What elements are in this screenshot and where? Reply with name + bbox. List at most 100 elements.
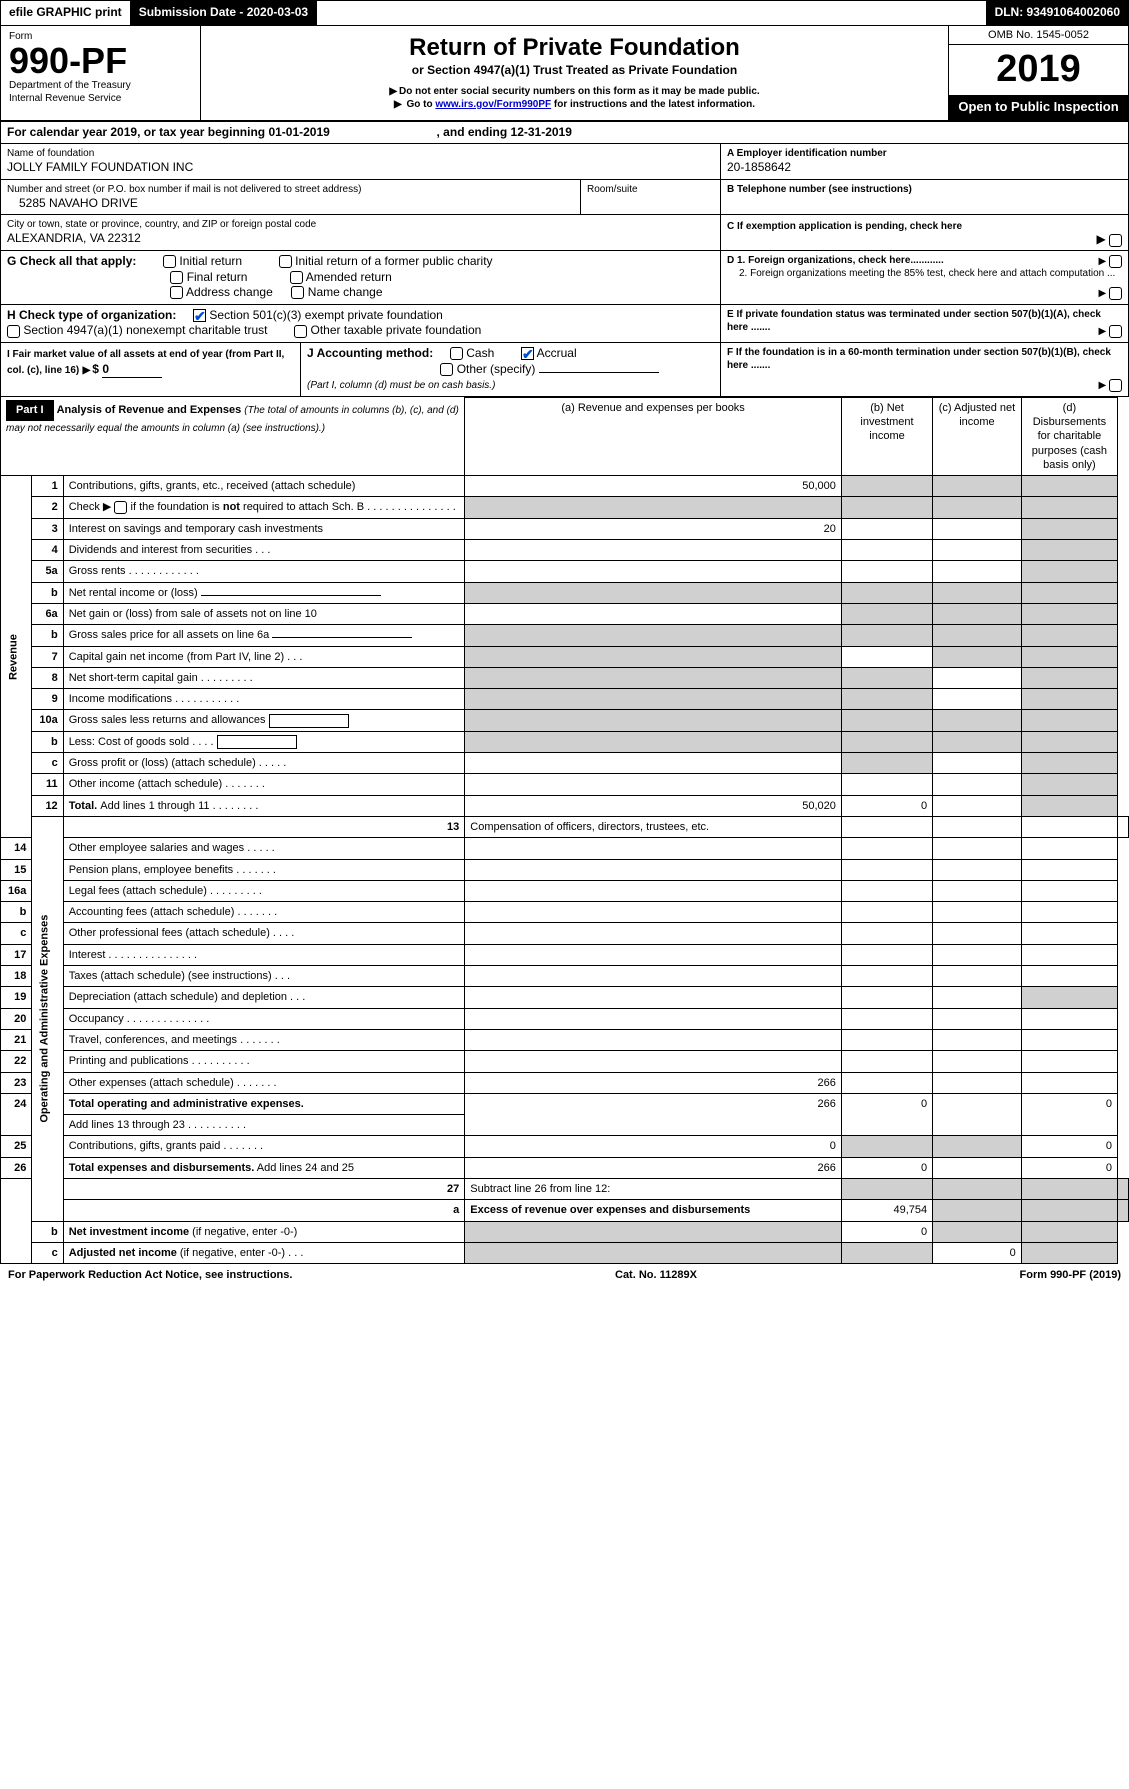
calendar-row: For calendar year 2019, or tax year begi… [0,122,1129,145]
r6a-desc: Net gain or (loss) from sale of assets n… [63,603,465,624]
i-j-f-row: I Fair market value of all assets at end… [0,343,1129,397]
r6b-num: b [32,625,63,646]
f-cb[interactable] [1109,379,1122,392]
r1-desc: Contributions, gifts, grants, etc., rece… [63,476,465,497]
r11-num: 11 [32,774,63,795]
r27a-a: 49,754 [841,1200,932,1221]
footer: For Paperwork Reduction Act Notice, see … [0,1264,1129,1286]
header-left: Form 990-PF Department of the Treasury I… [1,26,201,120]
r27c-num: c [32,1242,63,1263]
r15-desc: Pension plans, employee benefits . . . .… [63,859,465,880]
j-o3: Other (specify) [457,362,536,376]
topbar-spacer [317,1,986,25]
r20-desc: Occupancy . . . . . . . . . . . . . . [63,1008,465,1029]
g-cb4[interactable] [279,255,292,268]
r24-a: 266 [465,1093,842,1136]
name-ein-row: Name of foundation JOLLY FAMILY FOUNDATI… [0,144,1129,180]
e-cb[interactable] [1109,325,1122,338]
form-title: Return of Private Foundation [207,32,942,63]
form-number: 990-PF [9,43,192,79]
r5b-num: b [32,582,63,603]
footer-right: Form 990-PF (2019) [1020,1268,1122,1282]
r8-num: 8 [32,667,63,688]
h-o2: Section 4947(a)(1) nonexempt charitable … [23,323,267,337]
j-cb1[interactable] [450,347,463,360]
g-o2: Final return [187,270,248,284]
form-header: Form 990-PF Department of the Treasury I… [0,26,1129,120]
h-o1: Section 501(c)(3) exempt private foundat… [209,308,442,322]
r26-num: 26 [1,1157,32,1178]
r3-num: 3 [32,518,63,539]
r24-d: 0 [1021,1093,1117,1136]
g-cb1[interactable] [163,255,176,268]
r26-d: 0 [1021,1157,1117,1178]
j-cb2[interactable] [521,347,534,360]
r12-a: 50,020 [465,795,842,816]
r26-desc: Total expenses and disbursements. Add li… [63,1157,465,1178]
part1-colD: (d) Disbursements for charitable purpose… [1021,397,1117,475]
h-cb3[interactable] [294,325,307,338]
note2-post: for instructions and the latest informat… [551,99,755,110]
top-bar: efile GRAPHIC print Submission Date - 20… [0,0,1129,26]
r14-desc: Other employee salaries and wages . . . … [63,838,465,859]
g-cb2[interactable] [170,271,183,284]
r13-num: 13 [63,816,465,837]
h-e-row: H Check type of organization: Section 50… [0,305,1129,343]
r24-desc: Total operating and administrative expen… [63,1093,465,1114]
header-center: Return of Private Foundation or Section … [201,26,948,120]
r22-desc: Printing and publications . . . . . . . … [63,1051,465,1072]
part1-title: Analysis of Revenue and Expenses [57,404,242,416]
r7-desc: Capital gain net income (from Part IV, l… [63,646,465,667]
r24-b: 0 [841,1093,932,1136]
r2-desc: Check ▶ if the foundation is not require… [63,497,465,518]
city-value: ALEXANDRIA, VA 22312 [7,231,714,247]
r2-cb[interactable] [114,501,127,514]
r16b-num: b [1,902,32,923]
dept-label: Department of the Treasury [9,79,192,92]
h-cb1[interactable] [193,309,206,322]
r25-a: 0 [465,1136,842,1157]
r18-desc: Taxes (attach schedule) (see instruction… [63,966,465,987]
addr-value: 5285 NAVAHO DRIVE [7,196,574,212]
form-link[interactable]: www.irs.gov/Form990PF [435,99,551,110]
irs-label: Internal Revenue Service [9,92,192,105]
r23-a: 266 [465,1072,842,1093]
r16c-num: c [1,923,32,944]
r23-desc: Other expenses (attach schedule) . . . .… [63,1072,465,1093]
d2-cb[interactable] [1109,287,1122,300]
dln: DLN: 93491064002060 [987,1,1128,25]
r1-num: 1 [32,476,63,497]
c-label: C If exemption application is pending, c… [727,221,962,232]
d1-cb[interactable] [1109,255,1122,268]
g-cb3[interactable] [170,286,183,299]
expense-label: Operating and Administrative Expenses [32,816,63,1221]
r20-num: 20 [1,1008,32,1029]
h-cb2[interactable] [7,325,20,338]
efile-label[interactable]: efile GRAPHIC print [1,1,131,25]
r14-num: 14 [1,838,32,859]
r10a-desc: Gross sales less returns and allowances [63,710,465,731]
r26-a: 266 [465,1157,842,1178]
r6a-num: 6a [32,603,63,624]
c-checkbox[interactable] [1109,234,1122,247]
footer-left: For Paperwork Reduction Act Notice, see … [8,1268,292,1282]
r16a-desc: Legal fees (attach schedule) . . . . . .… [63,880,465,901]
g-o3: Address change [186,285,273,299]
g-label: G Check all that apply: [7,254,136,268]
j-cb3[interactable] [440,363,453,376]
g-cb6[interactable] [291,286,304,299]
r17-desc: Interest . . . . . . . . . . . . . . . [63,944,465,965]
revenue-label: Revenue [1,476,32,838]
r25-d: 0 [1021,1136,1117,1157]
r17-num: 17 [1,944,32,965]
r4-desc: Dividends and interest from securities .… [63,540,465,561]
part1-colC: (c) Adjusted net income [933,397,1022,475]
r4-num: 4 [32,540,63,561]
r16c-desc: Other professional fees (attach schedule… [63,923,465,944]
header-right: OMB No. 1545-0052 2019 Open to Public In… [948,26,1128,120]
r3-a: 20 [465,518,842,539]
r13-desc: Compensation of officers, directors, tru… [465,816,842,837]
g-cb5[interactable] [290,271,303,284]
r10c-desc: Gross profit or (loss) (attach schedule)… [63,753,465,774]
g-o5: Amended return [306,270,392,284]
